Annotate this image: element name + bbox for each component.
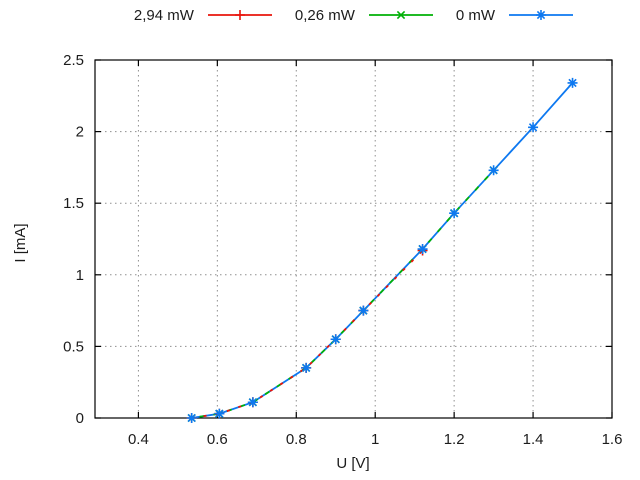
y-tick-label: 2 [76, 124, 84, 141]
marker-asterisk-icon [488, 165, 499, 176]
series-line-2-94-mW [191, 249, 424, 419]
series-line-0-mW [191, 82, 574, 419]
y-axis-title: I [mA] [12, 223, 29, 262]
marker-asterisk-icon [214, 408, 225, 419]
plot-border [94, 59, 613, 419]
legend-line-sample-asterisk-icon [509, 10, 574, 20]
legend-item-2.94mw: 2,94 mW [134, 7, 273, 24]
marker-asterisk-icon [358, 305, 369, 316]
legend-line-sample-plus-icon [207, 10, 272, 20]
legend-sample-marker-asterisk-icon [536, 10, 547, 20]
x-tick-label: 0.6 [207, 431, 228, 448]
marker-asterisk-icon [528, 122, 539, 133]
legend-label: 0 mW [455, 6, 496, 24]
marker-asterisk-icon [247, 397, 258, 408]
y-tick-label: 2.5 [63, 52, 84, 69]
marker-asterisk-icon [567, 77, 578, 88]
legend-sample-marker-cross-icon [396, 10, 406, 20]
y-tick-label: 0.5 [63, 338, 84, 355]
chart-legend: 2,94 mW 0,26 mW 0 mW [34, 4, 640, 26]
marker-asterisk-icon [330, 334, 341, 345]
series-line-0-26-mW [191, 169, 495, 419]
x-tick-label: 1.4 [523, 431, 544, 448]
marker-asterisk-icon [301, 362, 312, 373]
data-series [186, 77, 578, 423]
marker-asterisk-icon [417, 244, 428, 255]
x-tick-label: 1 [371, 431, 379, 448]
x-axis-title: U [V] [336, 455, 369, 472]
legend-label: 0,26 mW [294, 6, 355, 24]
y-tick-label: 1 [76, 267, 84, 284]
axis-ticks [95, 59, 613, 419]
legend-sample-marker-plus-icon [234, 10, 245, 20]
legend-item-0.26mw: 0,26 mW [295, 7, 434, 24]
x-tick-label: 1.6 [602, 431, 623, 448]
y-tick-label: 1.5 [63, 195, 84, 212]
legend-item-0mw: 0 mW [456, 7, 574, 24]
y-tick-label: 0 [76, 410, 84, 427]
tick-labels: 0.4 0.6 0.8 1 1.2 1.4 1.6 0 0.5 1 1.5 2 2.5 [63, 52, 622, 448]
legend-line-sample-cross-icon [368, 10, 433, 20]
marker-asterisk-icon [449, 208, 460, 219]
x-tick-label: 1.2 [444, 431, 465, 448]
legend-label: 2,94 mW [133, 6, 194, 24]
grid-lines [95, 60, 612, 418]
x-tick-label: 0.4 [128, 431, 149, 448]
x-tick-label: 0.8 [286, 431, 307, 448]
marker-asterisk-icon [186, 413, 197, 423]
